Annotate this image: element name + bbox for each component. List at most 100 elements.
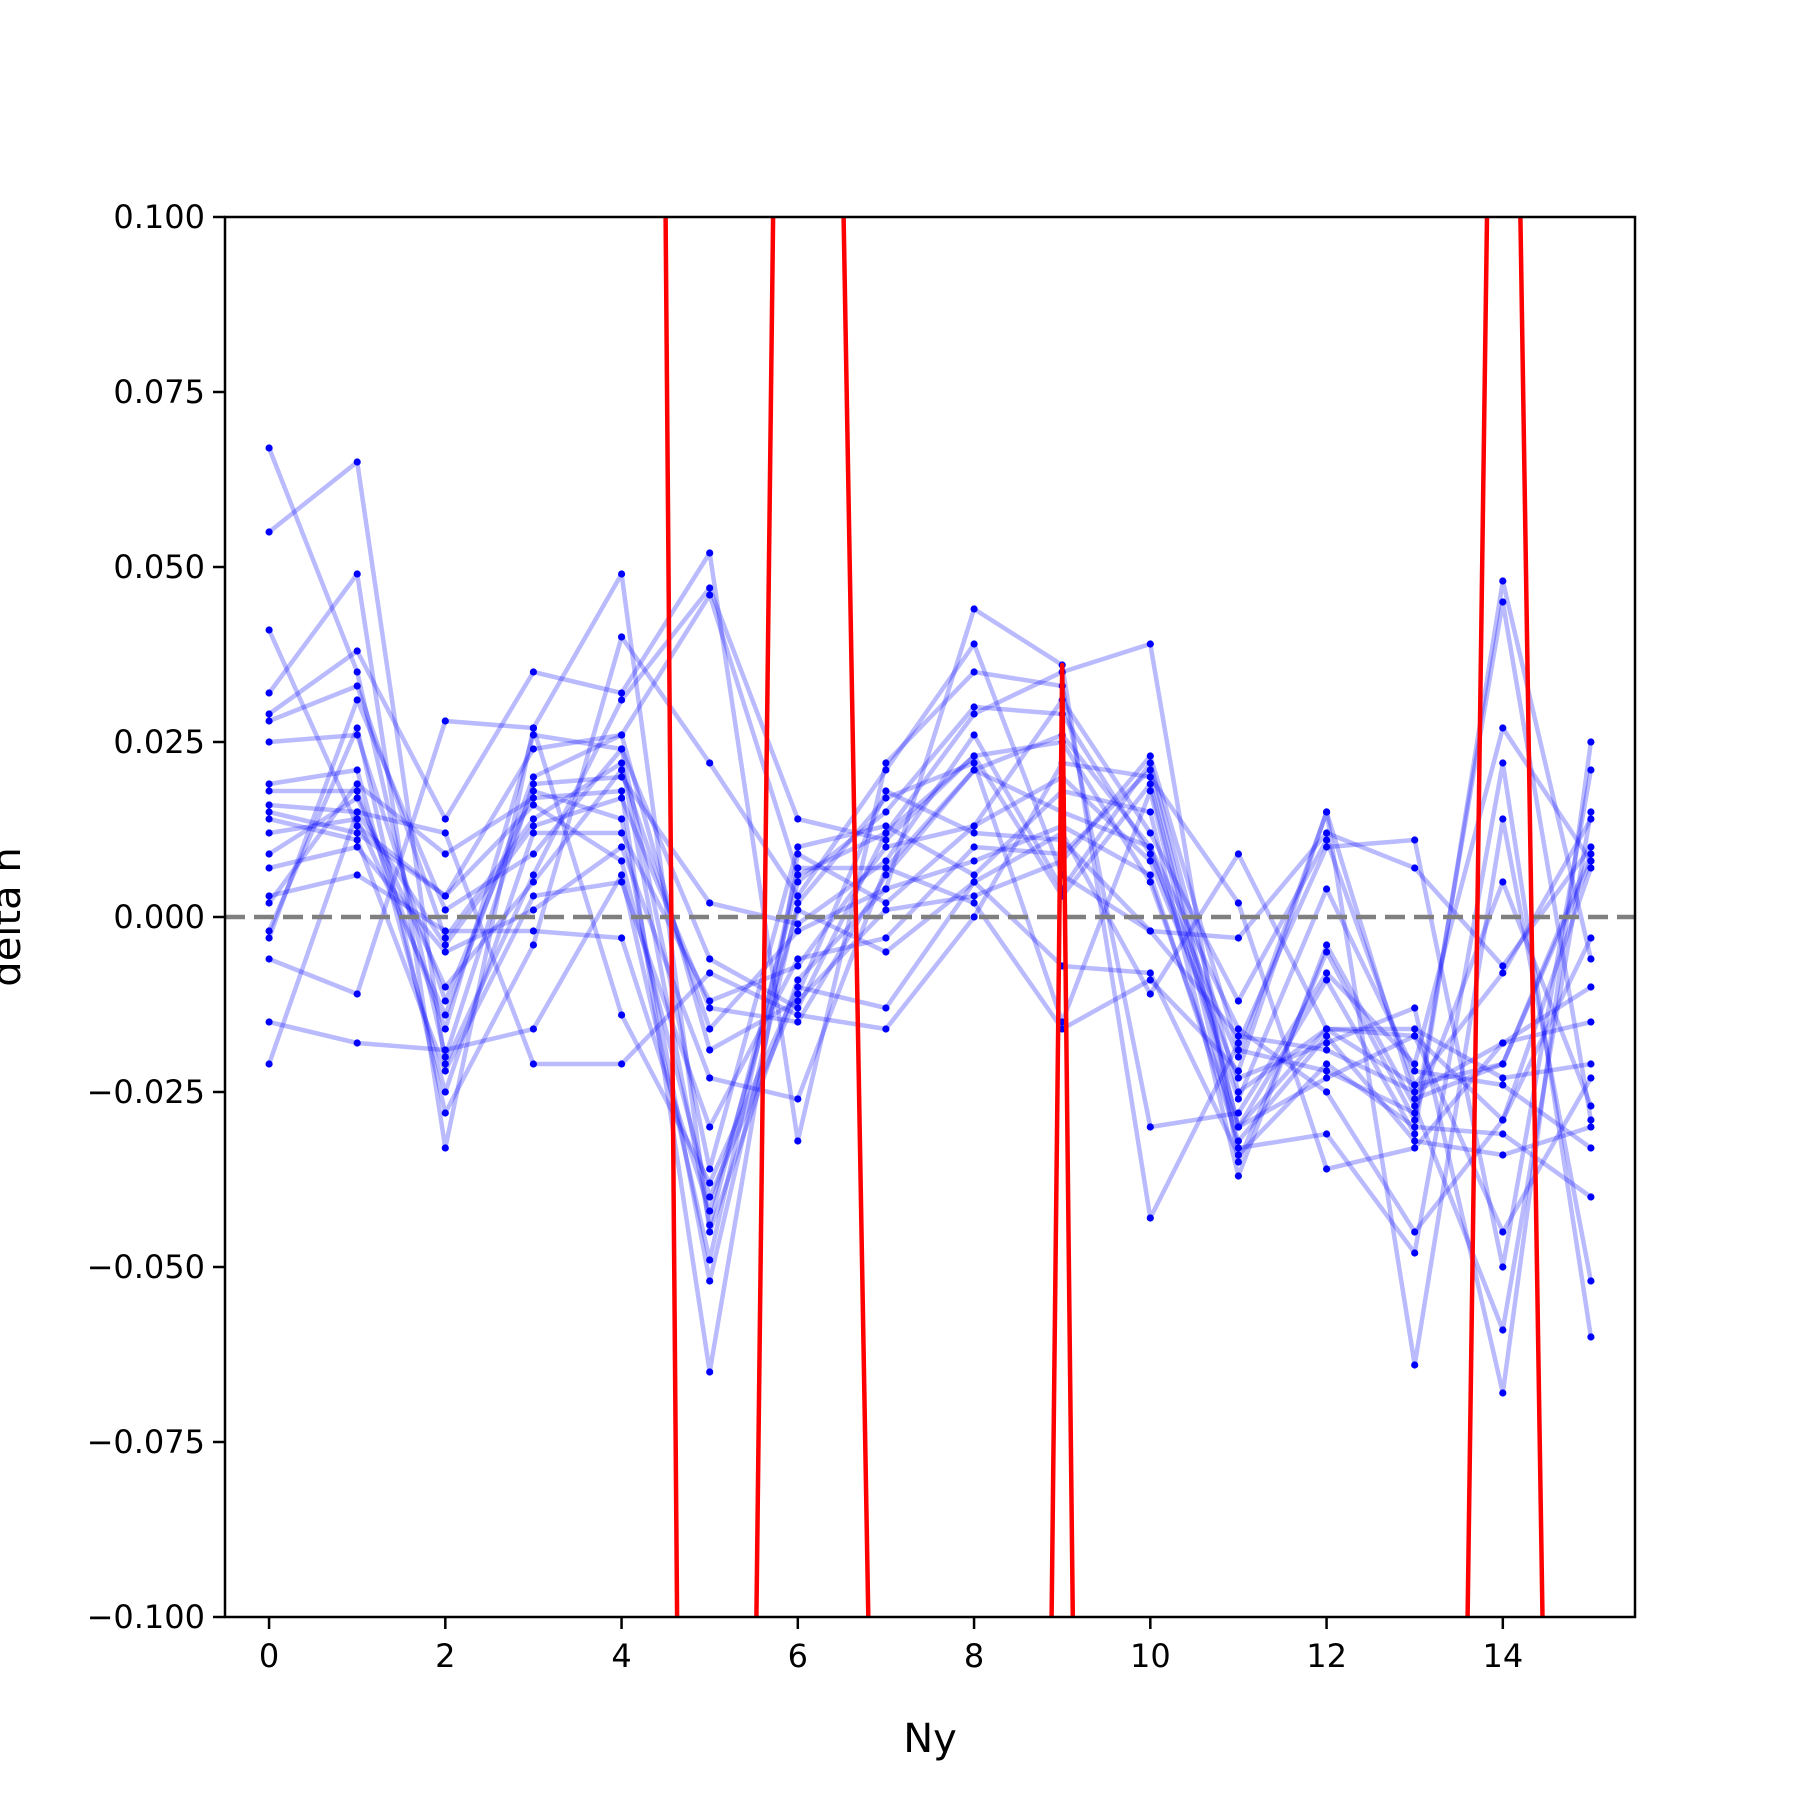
ensemble-series-line bbox=[268, 732, 1593, 1150]
ensemble-data-point bbox=[618, 759, 626, 767]
x-tick-label: 0 bbox=[259, 1637, 279, 1675]
ensemble-data-point bbox=[882, 857, 890, 865]
ensemble-data-point bbox=[706, 969, 714, 977]
ensemble-data-point bbox=[618, 843, 626, 851]
ensemble-data-point bbox=[794, 899, 802, 907]
ensemble-data-point bbox=[1234, 1172, 1242, 1180]
ensemble-series-line bbox=[268, 788, 1592, 1200]
ensemble-data-point bbox=[353, 829, 361, 837]
ensemble-data-point bbox=[1323, 1039, 1331, 1047]
ensemble-data-point bbox=[882, 864, 890, 872]
ensemble-data-point bbox=[1234, 850, 1242, 858]
ensemble-data-point bbox=[1146, 857, 1154, 865]
ensemble-data-point bbox=[1587, 1074, 1595, 1082]
ensemble-data-point bbox=[706, 1228, 714, 1236]
ensemble-data-point bbox=[441, 927, 449, 935]
ensemble-data-point bbox=[794, 983, 802, 991]
ensemble-series-line bbox=[267, 767, 1592, 1158]
ensemble-data-point bbox=[882, 885, 890, 893]
ensemble-data-point bbox=[265, 528, 273, 536]
ensemble-data-point bbox=[529, 745, 538, 753]
ensemble-data-point bbox=[794, 976, 802, 984]
ensemble-data-point bbox=[794, 1011, 802, 1019]
ensemble-data-point bbox=[265, 815, 273, 823]
ensemble-data-point bbox=[265, 829, 273, 837]
ensemble-data-point bbox=[353, 724, 361, 732]
ensemble-data-point bbox=[1146, 843, 1154, 851]
ensemble-data-point bbox=[353, 731, 361, 739]
ensemble-data-point bbox=[441, 1109, 449, 1117]
ensemble-data-point bbox=[1499, 1081, 1507, 1089]
ensemble-data-point bbox=[970, 899, 978, 907]
ensemble-data-point bbox=[618, 696, 626, 704]
ensemble-data-point bbox=[1499, 598, 1507, 606]
ensemble-data-point bbox=[529, 731, 538, 739]
ensemble-data-point bbox=[1587, 1060, 1595, 1068]
ensemble-data-point bbox=[794, 1018, 802, 1026]
ensemble-data-point bbox=[1587, 955, 1595, 963]
ensemble-data-point bbox=[1411, 1228, 1419, 1236]
ensemble-data-point bbox=[794, 815, 802, 823]
ensemble-data-point bbox=[529, 724, 538, 732]
ensemble-data-point bbox=[529, 927, 538, 935]
ensemble-data-point bbox=[882, 1004, 890, 1012]
ensemble-data-point bbox=[1234, 1067, 1242, 1075]
ensemble-data-point bbox=[441, 829, 449, 837]
ensemble-data-point bbox=[1234, 997, 1242, 1005]
ensemble-data-point bbox=[618, 773, 626, 781]
ensemble-data-point bbox=[970, 605, 978, 613]
ensemble-data-point bbox=[1499, 1263, 1507, 1271]
ensemble-data-point bbox=[1146, 1214, 1154, 1222]
ensemble-data-point bbox=[882, 759, 890, 767]
ensemble-data-point bbox=[1411, 1081, 1419, 1089]
ensemble-data-point bbox=[970, 843, 978, 851]
ensemble-data-point bbox=[265, 892, 273, 900]
ensemble-data-point bbox=[265, 934, 273, 942]
ensemble-data-point bbox=[882, 843, 890, 851]
ensemble-data-point bbox=[1587, 1333, 1595, 1341]
ensemble-data-point bbox=[1323, 808, 1331, 816]
ensemble-data-point bbox=[441, 941, 449, 949]
ensemble-data-point bbox=[1587, 1116, 1595, 1124]
ensemble-data-point bbox=[1146, 808, 1154, 816]
ensemble-series-line bbox=[268, 732, 1593, 1116]
ensemble-data-point bbox=[618, 1011, 626, 1019]
ensemble-data-point bbox=[1146, 850, 1154, 858]
ensemble-data-point bbox=[353, 1039, 361, 1047]
ensemble-data-point bbox=[529, 878, 538, 886]
ensemble-data-point bbox=[1587, 934, 1595, 942]
ensemble-data-point bbox=[1146, 878, 1154, 886]
ensemble-data-point bbox=[970, 857, 978, 865]
highlight-series-line bbox=[1049, 662, 1076, 1617]
ensemble-data-point bbox=[1499, 1130, 1507, 1138]
ensemble-data-point bbox=[529, 794, 538, 802]
ensemble-data-point bbox=[441, 815, 449, 823]
ensemble-data-point bbox=[1234, 1158, 1242, 1166]
ensemble-data-point bbox=[265, 1060, 273, 1068]
ensemble-data-point bbox=[1411, 1249, 1419, 1257]
ensemble-data-point bbox=[794, 927, 802, 935]
ensemble-data-point bbox=[1323, 1032, 1331, 1040]
ensemble-data-point bbox=[706, 1046, 714, 1054]
ensemble-data-point bbox=[1499, 759, 1507, 767]
ensemble-data-point bbox=[1587, 815, 1595, 823]
ensemble-data-point bbox=[1323, 1130, 1331, 1138]
ensemble-data-point bbox=[794, 955, 802, 963]
highlight-series-line bbox=[1465, 217, 1490, 1617]
ensemble-data-point bbox=[1411, 864, 1419, 872]
ensemble-data-point bbox=[441, 892, 449, 900]
ensemble-data-point bbox=[1234, 899, 1242, 907]
ensemble-data-point bbox=[1146, 759, 1154, 767]
x-tick-label: 14 bbox=[1482, 1637, 1523, 1675]
ensemble-data-point bbox=[529, 941, 538, 949]
ensemble-data-point bbox=[618, 857, 626, 865]
x-tick-label: 6 bbox=[788, 1637, 808, 1675]
ensemble-data-point bbox=[618, 689, 626, 697]
ensemble-data-point bbox=[353, 815, 361, 823]
ensemble-data-point bbox=[882, 934, 890, 942]
ensemble-data-point bbox=[1587, 864, 1595, 872]
ensemble-data-point bbox=[1499, 878, 1507, 886]
ensemble-data-point bbox=[441, 948, 449, 956]
ensemble-series-line bbox=[268, 718, 1594, 1186]
ensemble-data-point bbox=[970, 668, 978, 676]
